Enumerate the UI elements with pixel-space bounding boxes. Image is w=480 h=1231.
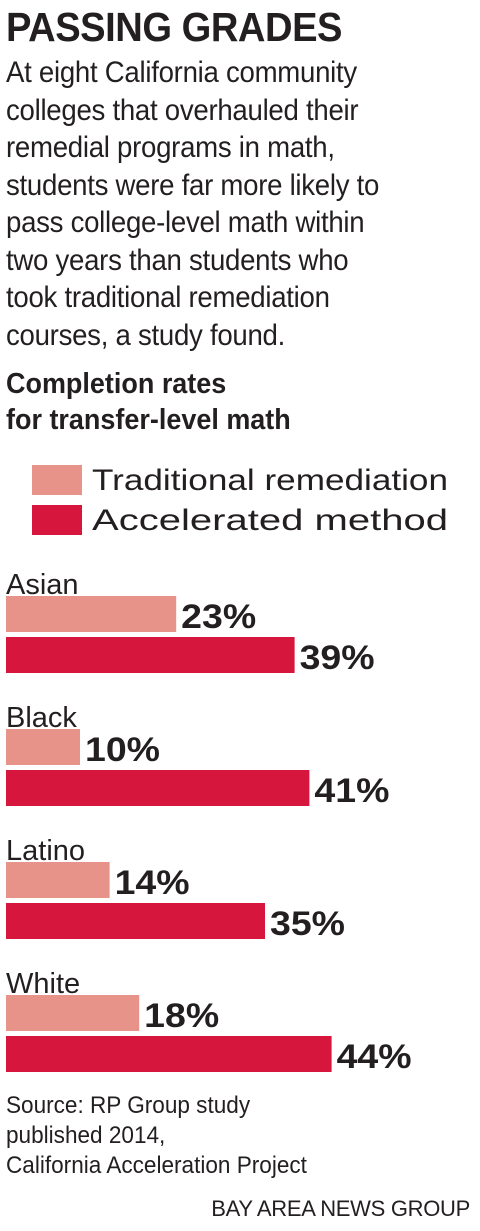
source-line: published 2014, <box>6 1122 166 1149</box>
bar <box>6 770 310 806</box>
data-label: 10% <box>85 731 160 769</box>
legend-label: Accelerated method <box>92 504 448 537</box>
category-label: Latino <box>6 835 85 867</box>
source-note: Source: RP Group study published 2014, C… <box>6 1091 307 1181</box>
intro-line: colleges that overhauled their <box>6 93 359 127</box>
data-label: 39% <box>300 639 375 677</box>
intro-line: courses, a study found. <box>6 318 286 352</box>
data-label: 41% <box>314 772 389 810</box>
subtitle-line: Completion rates <box>6 368 227 400</box>
bar-chart: Traditional remediation Accelerated metho… <box>6 464 448 1076</box>
bar <box>6 862 110 898</box>
chart-subtitle: Completion rates for transfer-level math <box>6 366 291 438</box>
intro-line: At eight California community <box>6 56 357 89</box>
category-label: Asian <box>6 569 79 601</box>
intro-line: two years than students who <box>6 243 349 277</box>
subtitle-line: for transfer-level math <box>6 404 291 436</box>
data-label: 18% <box>144 997 219 1035</box>
category-label: White <box>6 968 80 1000</box>
data-label: 35% <box>270 905 345 943</box>
bar <box>6 995 140 1031</box>
intro-line: pass college-level math within <box>6 206 365 239</box>
category-label: Black <box>6 702 77 734</box>
intro-line: students were far more likely to <box>6 168 380 202</box>
credit-line: BAY AREA NEWS GROUP <box>211 1196 470 1221</box>
bar <box>6 1036 332 1072</box>
data-label: 44% <box>337 1038 412 1076</box>
bar <box>6 903 265 939</box>
source-line: California Acceleration Project <box>6 1152 307 1179</box>
bar <box>6 596 177 632</box>
legend-swatch <box>32 465 82 495</box>
intro-text: At eight California community colleges t… <box>6 54 466 354</box>
source-line: Source: RP Group study <box>6 1092 251 1119</box>
bar <box>6 637 295 673</box>
intro-line: remedial programs in math, <box>6 131 335 164</box>
legend-label: Traditional remediation <box>92 464 448 497</box>
page-title: PASSING GRADES <box>6 4 343 50</box>
data-label: 23% <box>181 598 256 636</box>
bar <box>6 729 80 765</box>
intro-line: took traditional remediation <box>6 281 330 314</box>
data-label: 14% <box>115 864 190 902</box>
legend-swatch <box>32 505 82 535</box>
